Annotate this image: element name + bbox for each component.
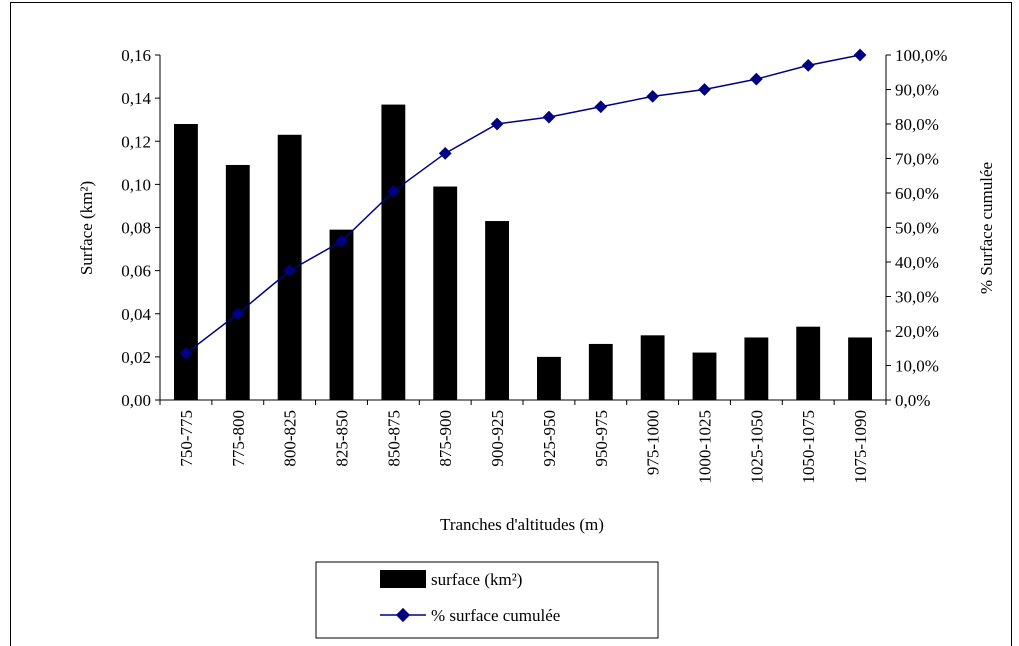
x-tick-label: 750-775 xyxy=(177,410,196,467)
bar xyxy=(640,335,665,400)
bar xyxy=(588,343,613,400)
y2-tick-label: 10,0% xyxy=(895,357,939,376)
legend: surface (km²) % surface cumulée xyxy=(315,561,659,639)
y-tick-label: 0,06 xyxy=(121,262,151,281)
y2-tick-label: 80,0% xyxy=(895,115,939,134)
legend-label-cumulee: % surface cumulée xyxy=(431,606,560,625)
line-point xyxy=(594,100,608,114)
legend-label-surface: surface (km²) xyxy=(431,570,522,589)
y-tick-label: 0,14 xyxy=(121,89,151,108)
legend-bar-swatch xyxy=(380,570,426,588)
line-point xyxy=(438,146,452,160)
x-axis-label: Tranches d'altitudes (m) xyxy=(440,515,604,534)
line-point xyxy=(283,264,297,277)
y2-tick-label: 20,0% xyxy=(895,322,939,341)
y2-tick-label: 60,0% xyxy=(895,184,939,203)
x-tick-label: 775-800 xyxy=(229,410,248,467)
line-point xyxy=(490,117,504,131)
y2-tick-label: 90,0% xyxy=(895,81,939,100)
chart-frame xyxy=(10,2,1012,646)
line-point xyxy=(801,58,815,72)
bar-series xyxy=(174,104,872,400)
x-tick-label: 925-950 xyxy=(540,410,559,467)
line-point xyxy=(179,347,193,360)
bar xyxy=(744,337,769,400)
y2-tick-label: 0,0% xyxy=(895,391,930,410)
bar xyxy=(329,229,354,400)
line-point xyxy=(386,184,400,198)
y-tick-label: 0,00 xyxy=(121,391,151,410)
y-tick-label: 0,04 xyxy=(121,305,151,324)
bar xyxy=(848,337,872,400)
x-tick-label: 1050-1075 xyxy=(799,410,818,484)
y-axis-label: Surface (km²) xyxy=(77,181,96,275)
x-tick-label: 900-925 xyxy=(488,410,507,467)
x-tick-label: 800-825 xyxy=(281,410,300,467)
bar xyxy=(692,352,717,400)
y2-tick-label: 40,0% xyxy=(895,253,939,272)
legend-box xyxy=(315,561,659,639)
x-tick-label: 850-875 xyxy=(384,410,403,467)
bar xyxy=(433,186,458,400)
bar xyxy=(537,356,561,400)
bar xyxy=(796,326,821,400)
y-tick-label: 0,10 xyxy=(121,175,151,194)
y2-tick-label: 30,0% xyxy=(895,288,939,307)
y2-tick-label: 100,0% xyxy=(895,46,947,65)
line-point xyxy=(698,83,711,96)
line-point xyxy=(542,110,556,124)
y-tick-label: 0,08 xyxy=(121,219,151,238)
y-tick-label: 0,12 xyxy=(121,132,151,151)
x-tick-label: 1025-1050 xyxy=(747,410,766,484)
y-tick-label: 0,16 xyxy=(121,46,151,65)
bar xyxy=(174,124,198,400)
y2-tick-label: 50,0% xyxy=(895,219,939,238)
x-tick-label: 825-850 xyxy=(333,410,352,467)
y-tick-label: 0,02 xyxy=(121,348,151,367)
cumulative-line xyxy=(185,54,861,355)
line-point xyxy=(335,234,348,248)
line-point xyxy=(853,48,867,62)
line-point xyxy=(749,72,763,86)
legend-marker-swatch xyxy=(395,607,411,623)
bar xyxy=(225,164,250,400)
line-point xyxy=(231,307,245,321)
x-tick-label: 875-900 xyxy=(436,410,455,467)
x-tick-label: 950-975 xyxy=(592,410,611,467)
bar xyxy=(485,221,509,400)
y2-tick-label: 70,0% xyxy=(895,150,939,169)
bar xyxy=(381,104,406,400)
y2-axis-label: % Surface cumulée xyxy=(977,162,996,294)
line-point xyxy=(646,90,660,103)
x-tick-label: 1000-1025 xyxy=(696,410,715,484)
x-tick-label: 1075-1090 xyxy=(851,410,870,484)
x-tick-label: 975-1000 xyxy=(644,410,663,475)
